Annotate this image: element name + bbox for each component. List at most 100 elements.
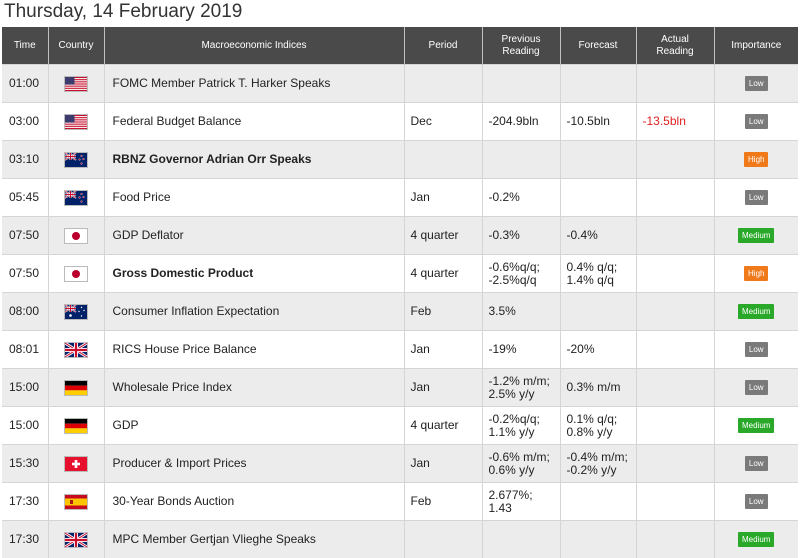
actual-reading — [636, 483, 714, 521]
event-name[interactable]: FOMC Member Patrick T. Harker Speaks — [104, 65, 404, 103]
event-name[interactable]: Wholesale Price Index — [104, 369, 404, 407]
previous-reading-line1: -0.6%q/q; — [489, 260, 540, 274]
event-name[interactable]: Gross Domestic Product — [104, 255, 404, 293]
event-time: 07:50 — [2, 217, 48, 255]
country-cell — [48, 331, 104, 369]
previous-reading: -1.2% m/m;2.5% y/y — [482, 369, 560, 407]
importance-badge: Medium — [738, 532, 774, 547]
column-header-importance[interactable]: Importance — [714, 27, 798, 65]
column-header-period[interactable]: Period — [404, 27, 482, 65]
event-name[interactable]: Federal Budget Balance — [104, 103, 404, 141]
event-name[interactable]: GDP — [104, 407, 404, 445]
column-header-time[interactable]: Time — [2, 27, 48, 65]
column-header-country[interactable]: Country — [48, 27, 104, 65]
us-flag-icon — [65, 115, 87, 129]
forecast-value-line2: 0.8% y/y — [567, 425, 613, 439]
forecast-value — [560, 293, 636, 331]
event-name[interactable]: RBNZ Governor Adrian Orr Speaks — [104, 141, 404, 179]
previous-reading: -0.2% — [482, 179, 560, 217]
importance-badge: Low — [745, 114, 768, 129]
country-cell — [48, 103, 104, 141]
event-period — [404, 65, 482, 103]
importance-badge: Low — [745, 494, 768, 509]
forecast-value-line1: -20% — [567, 342, 595, 356]
actual-reading — [636, 293, 714, 331]
importance-badge: Low — [745, 456, 768, 471]
previous-reading — [482, 65, 560, 103]
event-period: Jan — [404, 331, 482, 369]
event-period: 4 quarter — [404, 255, 482, 293]
importance-cell: Low — [714, 65, 798, 103]
previous-reading-line2: -2.5%q/q — [489, 273, 537, 287]
forecast-value: -0.4% m/m;-0.2% y/y — [560, 445, 636, 483]
event-name[interactable]: GDP Deflator — [104, 217, 404, 255]
importance-cell: High — [714, 141, 798, 179]
column-header-previous-line1: Previous — [502, 34, 541, 45]
importance-badge: Low — [745, 190, 768, 205]
event-period: Feb — [404, 483, 482, 521]
economic-calendar-table: Time Country Macroeconomic Indices Perio… — [2, 27, 798, 558]
previous-reading-line1: -1.2% m/m; — [489, 374, 550, 388]
event-time: 03:10 — [2, 141, 48, 179]
event-time: 15:30 — [2, 445, 48, 483]
previous-reading-line1: 2.677%; — [489, 488, 533, 502]
jp-flag-icon — [65, 267, 87, 281]
importance-cell: Low — [714, 369, 798, 407]
event-period: Feb — [404, 293, 482, 331]
importance-badge: High — [744, 266, 768, 281]
previous-reading: -0.6% m/m;0.6% y/y — [482, 445, 560, 483]
actual-reading — [636, 445, 714, 483]
actual-reading — [636, 255, 714, 293]
column-header-forecast[interactable]: Forecast — [560, 27, 636, 65]
event-name[interactable]: Producer & Import Prices — [104, 445, 404, 483]
nz-flag-icon — [65, 153, 87, 167]
column-header-actual-line2: Reading — [656, 46, 693, 57]
table-header-row: Time Country Macroeconomic Indices Perio… — [2, 27, 798, 65]
forecast-value-line1: -10.5bln — [567, 114, 610, 128]
event-time: 08:00 — [2, 293, 48, 331]
event-period: Jan — [404, 369, 482, 407]
event-name[interactable]: RICS House Price Balance — [104, 331, 404, 369]
forecast-value — [560, 141, 636, 179]
actual-reading — [636, 217, 714, 255]
forecast-value-line2: -0.2% y/y — [567, 463, 617, 477]
event-name[interactable]: Consumer Inflation Expectation — [104, 293, 404, 331]
event-period: 4 quarter — [404, 217, 482, 255]
de-flag-icon — [65, 419, 87, 433]
table-row[interactable]: 03:10 RBNZ Governor Adrian Orr Speaks High — [2, 141, 798, 179]
event-period: 4 quarter — [404, 407, 482, 445]
event-name[interactable]: 30-Year Bonds Auction — [104, 483, 404, 521]
importance-badge: Medium — [738, 418, 774, 433]
forecast-value: 0.3% m/m — [560, 369, 636, 407]
actual-reading: -13.5bln — [636, 103, 714, 141]
country-cell — [48, 141, 104, 179]
event-time: 07:50 — [2, 255, 48, 293]
column-header-indices[interactable]: Macroeconomic Indices — [104, 27, 404, 65]
country-cell — [48, 445, 104, 483]
event-name[interactable]: MPC Member Gertjan Vlieghe Speaks — [104, 521, 404, 558]
event-name[interactable]: Food Price — [104, 179, 404, 217]
actual-reading — [636, 369, 714, 407]
au-flag-icon — [65, 305, 87, 319]
importance-badge: Low — [745, 342, 768, 357]
forecast-value — [560, 65, 636, 103]
country-cell — [48, 369, 104, 407]
event-period — [404, 141, 482, 179]
forecast-value-line2: 1.4% q/q — [567, 273, 614, 287]
event-time: 05:45 — [2, 179, 48, 217]
importance-cell: Low — [714, 331, 798, 369]
